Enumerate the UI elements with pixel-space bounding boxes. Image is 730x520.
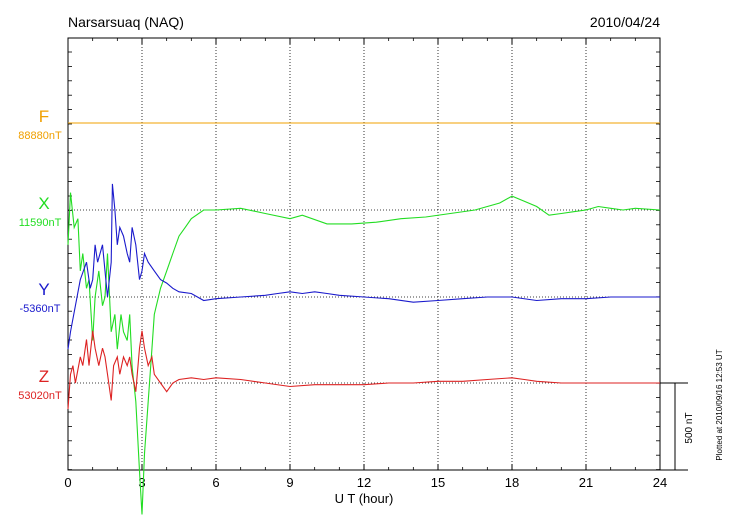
chart-title-station: Narsarsuaq (NAQ) — [68, 14, 184, 30]
chart-title-date: 2010/04/24 — [590, 14, 660, 30]
x-tick-label: 6 — [212, 475, 219, 490]
x-tick-label: 15 — [431, 475, 445, 490]
grid-lines — [141, 38, 587, 470]
channel-baseline-x: 11590nT — [19, 217, 62, 229]
series-line-x — [67, 192, 661, 515]
x-tick-label: 21 — [579, 475, 593, 490]
x-tick-label: 9 — [286, 475, 293, 490]
scale-bar: 500 nT — [660, 382, 695, 471]
x-tick-label: 0 — [64, 475, 71, 490]
x-tick-label: 24 — [653, 475, 667, 490]
channel-baseline-z: 53020nT — [18, 390, 62, 402]
channel-label-f: F — [39, 107, 49, 126]
channel-baseline-y: -5360nT — [20, 303, 61, 315]
plotted-timestamp: Plotted at 2010/09/16 12:53 UT — [715, 349, 724, 460]
series-line-y — [67, 183, 660, 350]
channel-label-y: Y — [38, 280, 49, 299]
x-tick-label: 3 — [138, 475, 145, 490]
series-line-z — [67, 330, 660, 410]
x-tick-label: 12 — [357, 475, 371, 490]
data-series — [67, 122, 661, 515]
channel-label-z: Z — [39, 367, 49, 386]
channel-baseline-f: 88880nT — [18, 130, 62, 142]
x-tick-labels: 0 3 6 9 12 15 18 21 24 — [64, 475, 667, 490]
channel-labels: F 88880nT X 11590nT Y -5360nT Z 53020nT — [18, 107, 62, 402]
channel-label-x: X — [38, 194, 49, 213]
scale-bar-label: 500 nT — [684, 412, 695, 443]
x-axis-label: U T (hour) — [335, 491, 394, 506]
x-tick-label: 18 — [505, 475, 519, 490]
